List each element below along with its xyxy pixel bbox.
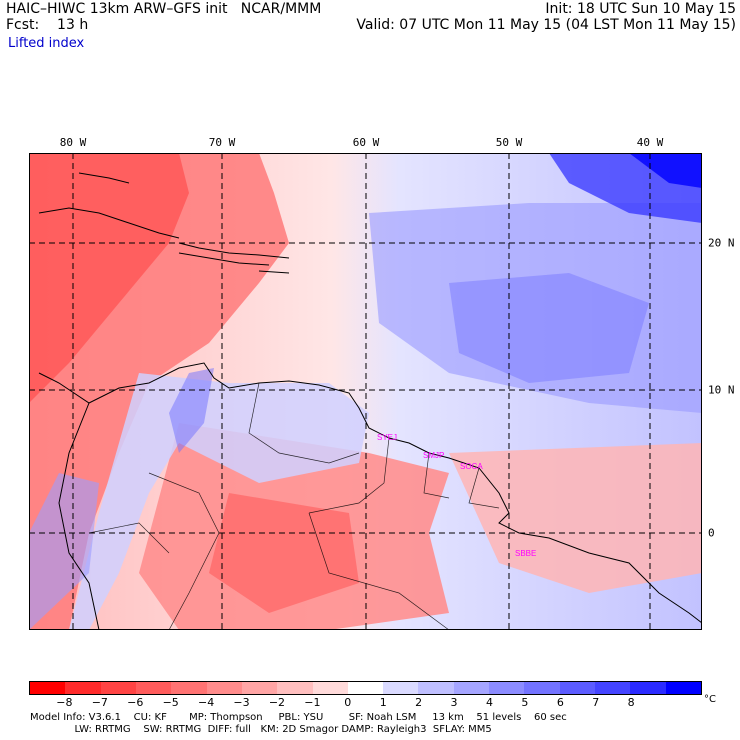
colorbar-tick-label: −4 (197, 696, 215, 709)
colorbar-tick-label: 3 (450, 696, 458, 709)
model-info-line-1: Model Info: V3.6.1 CU: KF MP: Thompson P… (30, 712, 567, 723)
colorbar-tick-label: 0 (344, 696, 352, 709)
lon-label-80w: 80 W (59, 136, 87, 149)
station-soca: SOCA (460, 462, 483, 471)
lat-label-10n: 10 N (708, 383, 735, 397)
colorbar-cell (312, 682, 348, 694)
colorbar-cell (30, 682, 66, 694)
colorbar-tick-label: −1 (304, 696, 321, 709)
lon-label-70w: 70 W (208, 136, 236, 149)
colorbar-cell (100, 682, 136, 694)
field-label: Lifted index (8, 36, 85, 51)
colorbar-cell (665, 682, 701, 694)
lon-label-50w: 50 W (495, 136, 523, 149)
colorbar (29, 681, 702, 695)
colorbar-cell (135, 682, 172, 694)
lifted-index-map: SYEJ SMJP SOCA SBBE (29, 153, 702, 630)
colorbar-tick-label: 6 (556, 696, 564, 709)
station-syej: SYEJ (377, 433, 397, 442)
colorbar-cell (630, 682, 666, 694)
colorbar-cell (489, 682, 525, 694)
station-sbbe: SBBE (515, 549, 536, 558)
colorbar-tick-label: −8 (56, 696, 73, 709)
init-time: Init: 18 UTC Sun 10 May 15 (545, 1, 736, 17)
colorbar-tick-label: 8 (627, 696, 635, 709)
colorbar-cell (171, 682, 207, 694)
lon-label-60w: 60 W (352, 136, 380, 149)
model-info-line-2: LW: RRTMG SW: RRTMG DIFF: full KM: 2D Sm… (30, 724, 492, 735)
colorbar-tick-label: −3 (233, 696, 250, 709)
colorbar-cell (277, 682, 313, 694)
station-smjp: SMJP (423, 451, 444, 460)
colorbar-tick-label: 4 (485, 696, 493, 709)
valid-time: Valid: 07 UTC Mon 11 May 15 (04 LST Mon … (356, 17, 736, 33)
colorbar-cell (559, 682, 595, 694)
lat-label-20n: 20 N (708, 236, 735, 250)
lon-label-40w: 40 W (636, 136, 664, 149)
colorbar-cell (595, 682, 631, 694)
colorbar-cell (65, 682, 101, 694)
colorbar-cell (453, 682, 490, 694)
colorbar-cell (206, 682, 242, 694)
colorbar-tick-label: −6 (127, 696, 144, 709)
colorbar-cell (383, 682, 419, 694)
lat-label-equator: 0 (708, 526, 715, 540)
colorbar-unit: °C (704, 694, 716, 705)
colorbar-cell (524, 682, 560, 694)
colorbar-tick-label: −7 (91, 696, 108, 709)
colorbar-tick-label: −5 (162, 696, 179, 709)
colorbar-cell (418, 682, 454, 694)
colorbar-tick-label: 7 (592, 696, 600, 709)
colorbar-cell (347, 682, 384, 694)
colorbar-cell (241, 682, 278, 694)
colorbar-tick-label: 1 (379, 696, 387, 709)
colorbar-tick-label: 5 (521, 696, 529, 709)
forecast-hour: Fcst: 13 h (6, 17, 89, 33)
map-title: HAIC–HIWC 13km ARW–GFS init NCAR/MMM (6, 1, 322, 17)
colorbar-tick-label: 2 (415, 696, 423, 709)
colorbar-tick-label: −2 (268, 696, 286, 709)
